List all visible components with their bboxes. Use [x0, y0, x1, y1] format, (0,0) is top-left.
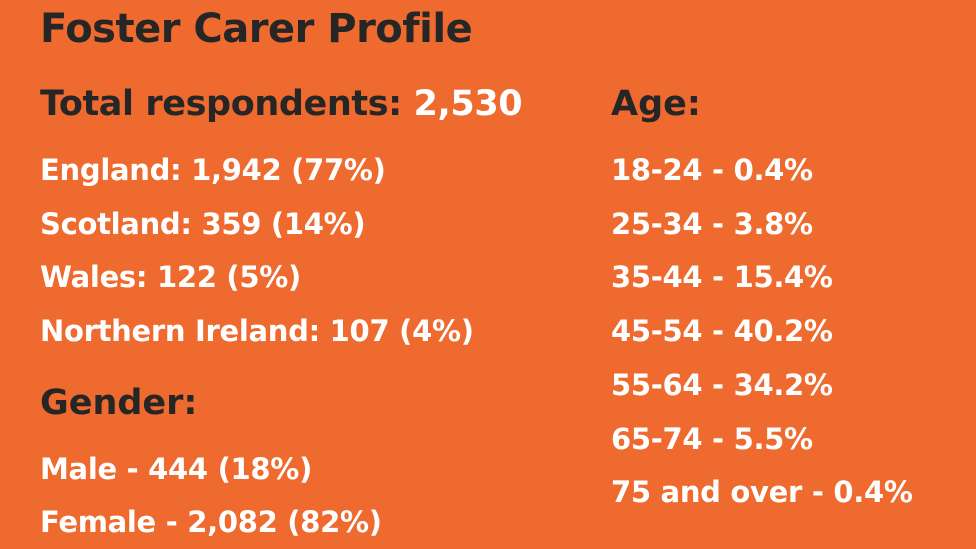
region-england: England: 1,942 (77%) [40, 153, 386, 187]
page-title: Foster Carer Profile [40, 6, 473, 52]
age-item: 75 and over - 0.4% [611, 475, 913, 509]
age-item: 35-44 - 15.4% [611, 260, 833, 294]
total-respondents-value: 2,530 [413, 84, 523, 124]
age-item: 55-64 - 34.2% [611, 368, 833, 402]
gender-male: Male - 444 (18%) [40, 452, 313, 486]
gender-heading: Gender: [40, 383, 198, 423]
age-heading: Age: [611, 84, 701, 124]
age-item: 65-74 - 5.5% [611, 422, 813, 456]
age-item: 25-34 - 3.8% [611, 207, 813, 241]
gender-female: Female - 2,082 (82%) [40, 505, 382, 539]
region-scotland: Scotland: 359 (14%) [40, 207, 366, 241]
region-wales: Wales: 122 (5%) [40, 260, 301, 294]
region-northern-ireland: Northern Ireland: 107 (4%) [40, 314, 474, 348]
total-respondents: Total respondents: 2,530 [40, 84, 523, 124]
total-respondents-label: Total respondents: [40, 84, 402, 124]
age-item: 45-54 - 40.2% [611, 314, 833, 348]
age-item: 18-24 - 0.4% [611, 153, 813, 187]
